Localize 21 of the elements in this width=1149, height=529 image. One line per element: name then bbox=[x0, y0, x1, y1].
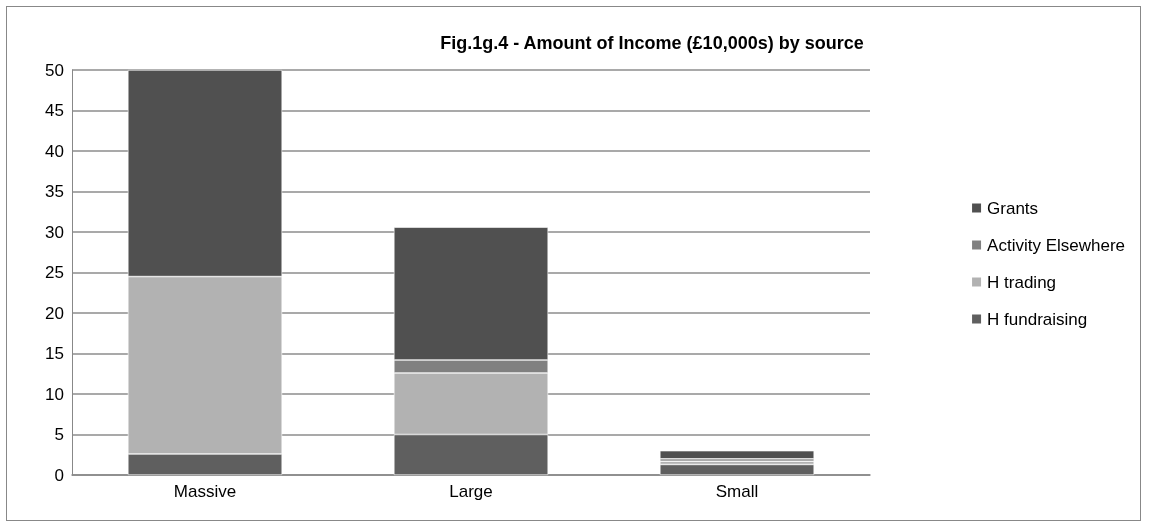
y-tick-label: 45 bbox=[45, 101, 64, 120]
y-tick-label: 5 bbox=[54, 425, 64, 444]
x-tick-label: Small bbox=[715, 482, 759, 501]
y-tick-label: 10 bbox=[45, 384, 64, 404]
bar bbox=[659, 464, 815, 475]
y-tick-label: 50 bbox=[45, 60, 64, 80]
chart-title: Fig.1g.4 - Amount of Income (£10,000s) by source bbox=[440, 33, 864, 53]
legend-label: Grants bbox=[987, 198, 1039, 218]
legend-label: Activity Elsewhere bbox=[987, 235, 1125, 255]
y-tick-label: 30 bbox=[45, 222, 64, 242]
legend-label: H fundraising bbox=[987, 309, 1088, 329]
legend-label: H trading bbox=[987, 272, 1057, 292]
y-tick-label: 35 bbox=[45, 182, 64, 201]
x-tick-label: Massive bbox=[173, 482, 237, 501]
bar bbox=[659, 450, 815, 459]
y-tick-label: 20 bbox=[45, 303, 64, 323]
x-tick-label: Large bbox=[449, 482, 493, 501]
y-tick-label: 0 bbox=[54, 465, 64, 485]
y-tick-label: 25 bbox=[45, 263, 64, 282]
y-tick-label: 15 bbox=[45, 344, 64, 363]
y-tick-label: 40 bbox=[45, 141, 64, 161]
